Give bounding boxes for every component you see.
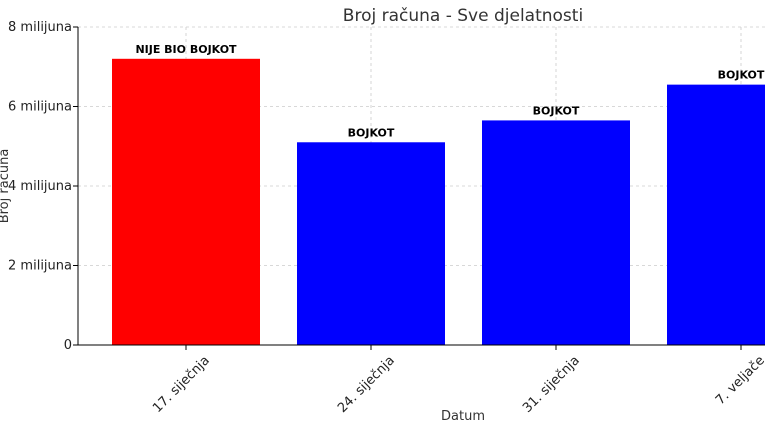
data-labels: NIJE BIO BOJKOT BOJKOT BOJKOT BOJKOT [135,43,764,139]
bar [667,84,765,345]
bar [112,58,260,346]
x-tick-label: 24. siječnja [335,353,398,416]
bars [112,58,765,346]
y-tick-label: 0 [64,338,72,353]
x-axis-label: Datum [441,409,485,424]
y-tick-label: 4 milijuna [8,179,72,194]
y-axis-label: Broj računa [0,149,12,224]
bar-data-label: NIJE BIO BOJKOT [135,43,237,56]
bar-data-label: BOJKOT [718,69,765,82]
x-tick-label: 7. veljače [713,353,765,408]
y-tick-label: 2 milijuna [8,259,72,274]
chart-title: Broj računa - Sve djelatnosti [343,6,583,26]
bar-data-label: BOJKOT [348,126,395,139]
bar-data-label: BOJKOT [533,104,580,117]
y-tick-label: 6 milijuna [8,100,72,115]
x-tick-label: 31. siječnja [520,353,583,416]
x-tick-label: 17. siječnja [150,353,213,416]
bar [297,142,445,345]
bar [482,120,630,345]
y-tick-label: 8 milijuna [8,20,72,35]
